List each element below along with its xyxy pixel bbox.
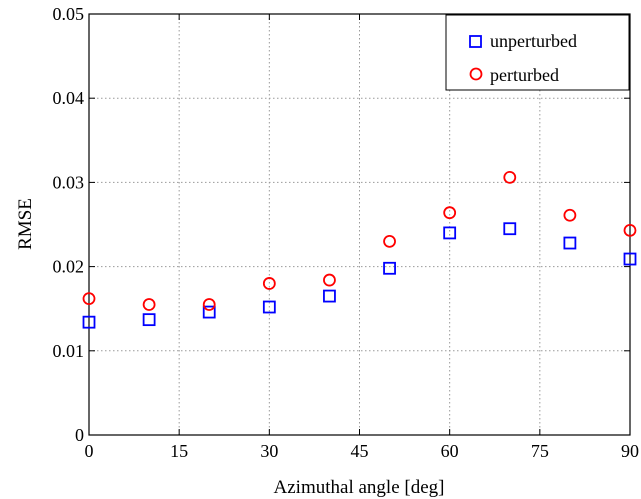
data-point-unperturbed (443, 226, 457, 240)
legend-marker-unperturbed (469, 35, 482, 48)
legend-box (445, 14, 630, 91)
data-point-unperturbed (262, 300, 276, 314)
data-point-unperturbed (383, 261, 396, 275)
data-point-perturbed (262, 277, 276, 290)
y-tick-label: 0.01 (53, 341, 85, 361)
legend-marker-perturbed (469, 67, 483, 81)
x-tick-label: 45 (351, 441, 369, 461)
legend: unperturbed perturbed (445, 14, 630, 91)
y-tick-label: 0 (75, 425, 84, 445)
data-point-unperturbed (202, 305, 216, 319)
legend-label-perturbed: perturbed (490, 65, 559, 85)
x-axis-label: Azimuthal angle [deg] (274, 477, 445, 498)
legend-label-unperturbed: unperturbed (490, 31, 577, 51)
x-tick-label: 30 (260, 441, 278, 461)
data-point-unperturbed (323, 289, 336, 303)
data-point-perturbed (202, 298, 216, 311)
data-point-perturbed (82, 292, 96, 305)
data-point-perturbed (142, 298, 156, 311)
y-tick-label: 0.03 (53, 172, 85, 192)
data-point-unperturbed (82, 315, 96, 329)
data-point-perturbed (323, 273, 336, 287)
data-point-unperturbed (503, 222, 517, 236)
y-tick-label: 0.05 (53, 4, 85, 24)
x-tick-label: 75 (531, 441, 549, 461)
y-tick-labels: 0 0.01 0.02 0.03 0.04 0.05 (53, 4, 85, 445)
data-point-perturbed (383, 234, 396, 248)
y-tick-label: 0.04 (53, 88, 85, 108)
y-axis-label: RMSE (15, 198, 36, 250)
data-point-perturbed (623, 223, 637, 237)
x-tick-label: 60 (441, 441, 459, 461)
data-point-unperturbed (623, 252, 637, 266)
data-markers (82, 170, 637, 329)
x-tick-label: 90 (621, 441, 639, 461)
x-tick-label: 15 (170, 441, 188, 461)
data-point-perturbed (563, 208, 577, 222)
x-tick-labels: 0 15 30 45 60 75 90 (85, 441, 640, 461)
y-tick-label: 0.02 (53, 257, 85, 277)
x-tick-label: 0 (85, 441, 94, 461)
data-point-unperturbed (142, 313, 156, 327)
data-point-unperturbed (563, 236, 577, 250)
data-point-perturbed (503, 170, 517, 184)
data-point-perturbed (443, 206, 457, 220)
